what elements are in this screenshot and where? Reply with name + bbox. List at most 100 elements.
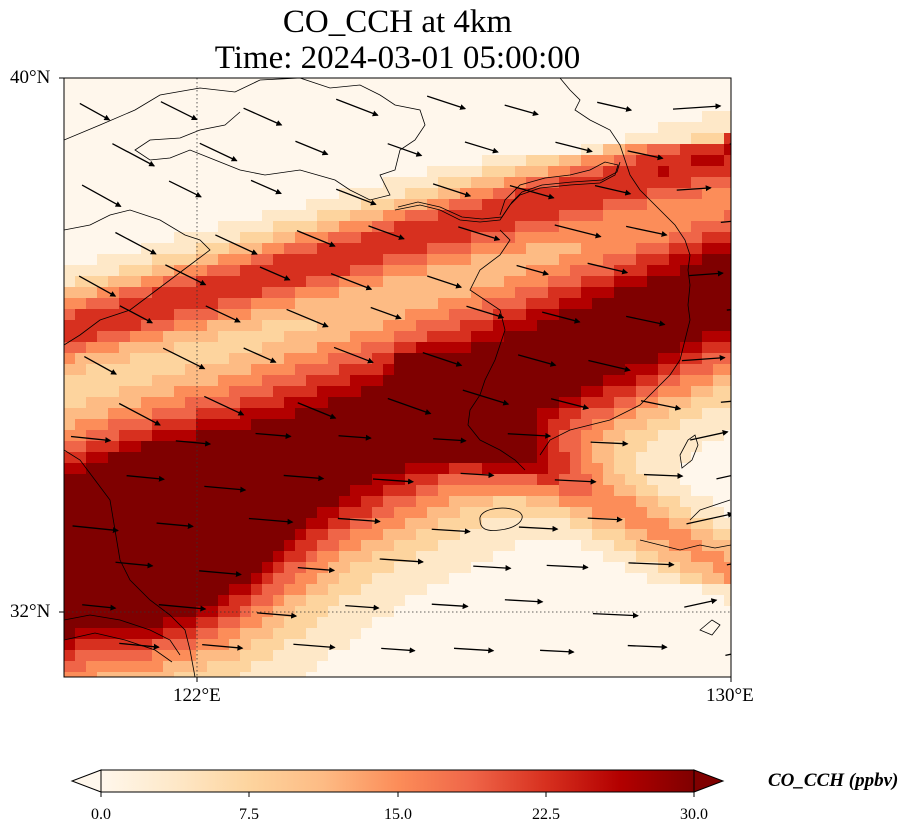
field-cell	[295, 133, 307, 145]
field-cell	[471, 78, 483, 90]
wind-arrow	[726, 563, 731, 566]
field-cell	[438, 309, 450, 321]
field-cell	[295, 166, 307, 178]
field-cell	[460, 144, 472, 156]
field-cell	[515, 221, 527, 233]
field-cell	[218, 419, 230, 431]
field-cell	[152, 298, 164, 310]
field-cell	[427, 375, 439, 387]
field-cell	[427, 265, 439, 277]
wind-arrow	[628, 561, 675, 568]
field-cell	[658, 276, 670, 288]
field-cell	[317, 342, 329, 354]
field-cell	[526, 573, 538, 585]
field-cell	[548, 485, 560, 497]
field-cell	[141, 276, 153, 288]
wind-arrow	[504, 104, 539, 117]
field-cell	[636, 562, 648, 574]
field-cell	[405, 650, 417, 662]
field-cell	[570, 254, 582, 266]
field-cell	[141, 606, 153, 618]
field-cell	[185, 496, 197, 508]
field-cell	[537, 540, 549, 552]
field-cell	[647, 672, 659, 677]
field-cell	[64, 617, 76, 629]
field-cell	[361, 584, 373, 596]
field-cell	[350, 243, 362, 255]
field-cell	[174, 199, 186, 211]
field-cell	[284, 133, 296, 145]
field-cell	[537, 309, 549, 321]
field-cell	[350, 496, 362, 508]
field-cell	[438, 254, 450, 266]
field-cell	[130, 584, 142, 596]
field-cell	[97, 243, 109, 255]
field-cell	[108, 507, 120, 519]
field-cell	[471, 144, 483, 156]
field-cell	[581, 496, 593, 508]
field-cell	[625, 331, 637, 343]
field-cell	[603, 463, 615, 475]
field-cell	[163, 331, 175, 343]
field-cell	[284, 155, 296, 167]
field-cell	[141, 287, 153, 299]
field-cell	[537, 210, 549, 222]
field-cell	[328, 188, 340, 200]
field-cell	[482, 89, 494, 101]
field-cell	[361, 111, 373, 123]
field-cell	[229, 100, 241, 112]
field-cell	[460, 661, 472, 673]
field-cell	[339, 639, 351, 651]
field-cell	[152, 672, 164, 677]
field-cell	[207, 166, 219, 178]
field-cell	[570, 507, 582, 519]
field-cell	[273, 408, 285, 420]
field-cell	[405, 507, 417, 519]
field-cell	[75, 430, 87, 442]
field-cell	[306, 375, 318, 387]
field-cell	[636, 452, 648, 464]
field-cell	[262, 617, 274, 629]
field-cell	[427, 78, 439, 90]
field-cell	[339, 397, 351, 409]
field-cell	[251, 342, 263, 354]
field-cell	[449, 419, 461, 431]
field-cell	[405, 496, 417, 508]
field-cell	[405, 606, 417, 618]
field-cell	[702, 254, 714, 266]
field-cell	[130, 408, 142, 420]
field-cell	[537, 364, 549, 376]
field-cell	[207, 221, 219, 233]
field-cell	[691, 100, 703, 112]
field-cell	[152, 210, 164, 222]
field-cell	[471, 155, 483, 167]
field-cell	[64, 122, 76, 134]
field-cell	[262, 320, 274, 332]
wind-arrow	[726, 309, 731, 311]
field-cell	[581, 397, 593, 409]
concentration-field	[64, 78, 731, 677]
field-cell	[427, 397, 439, 409]
field-cell	[328, 155, 340, 167]
field-cell	[251, 485, 263, 497]
field-cell	[680, 166, 692, 178]
field-cell	[504, 573, 516, 585]
field-cell	[515, 518, 527, 530]
field-cell	[394, 518, 406, 530]
field-cell	[603, 309, 615, 321]
field-cell	[592, 122, 604, 134]
field-cell	[108, 529, 120, 541]
field-cell	[405, 309, 417, 321]
field-cell	[482, 595, 494, 607]
field-cell	[713, 111, 725, 123]
field-cell	[702, 463, 714, 475]
field-cell	[383, 419, 395, 431]
field-cell	[647, 309, 659, 321]
field-cell	[185, 122, 197, 134]
field-cell	[372, 375, 384, 387]
field-cell	[218, 276, 230, 288]
field-cell	[416, 573, 428, 585]
field-cell	[119, 562, 131, 574]
field-cell	[262, 78, 274, 90]
field-cell	[229, 430, 241, 442]
